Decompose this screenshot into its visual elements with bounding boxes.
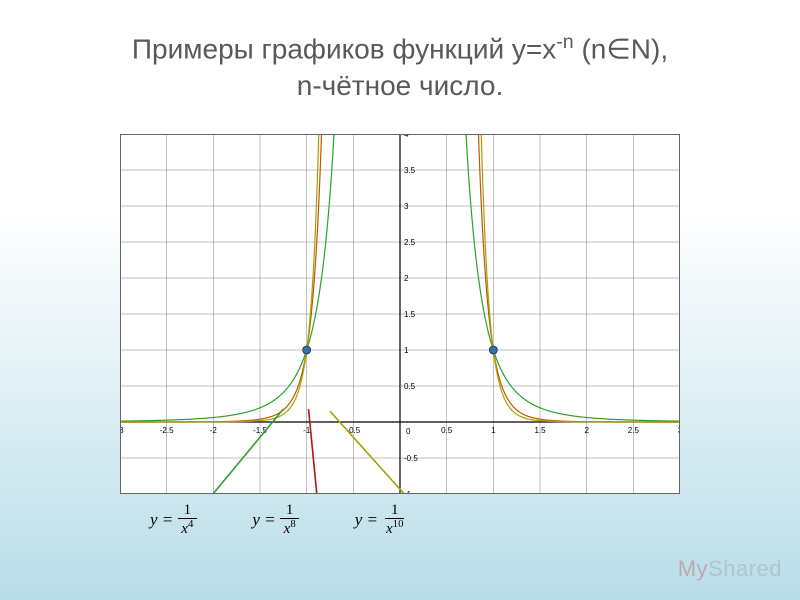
- title-line2: n-чётное число.: [60, 68, 740, 104]
- svg-text:-0.5: -0.5: [404, 454, 418, 463]
- formula-lhs: y =: [150, 510, 173, 530]
- fraction: 1 x8: [280, 503, 300, 539]
- fraction: 1 x4: [177, 503, 197, 539]
- title-line1-suffix: (n∈N),: [574, 33, 668, 64]
- watermark-left: My: [678, 556, 708, 581]
- svg-text:2.5: 2.5: [628, 426, 640, 435]
- title-line1-prefix: Примеры графиков функций y=x: [132, 33, 556, 64]
- svg-text:2.5: 2.5: [404, 238, 416, 247]
- title-sup: -n: [556, 31, 573, 53]
- svg-text:2: 2: [584, 426, 589, 435]
- formula-3: y = 1 x10: [355, 503, 408, 539]
- svg-text:1: 1: [404, 346, 409, 355]
- svg-text:3.5: 3.5: [404, 166, 416, 175]
- svg-text:1.5: 1.5: [534, 426, 546, 435]
- fraction-den: x4: [177, 519, 197, 538]
- slide-title: Примеры графиков функций y=x-n (n∈N), n-…: [0, 0, 800, 124]
- svg-text:1.5: 1.5: [404, 310, 416, 319]
- svg-text:2: 2: [404, 274, 409, 283]
- fraction-den: x8: [280, 519, 300, 538]
- svg-text:3: 3: [404, 202, 409, 211]
- watermark: MyShared: [678, 556, 782, 582]
- formula-2: y = 1 x8: [252, 503, 299, 539]
- watermark-right: Shared: [708, 556, 782, 581]
- fraction-num: 1: [280, 503, 300, 520]
- formula-1: y = 1 x4: [150, 503, 197, 539]
- fraction-num: 1: [385, 503, 405, 520]
- fraction-den: x10: [382, 519, 407, 538]
- fraction: 1 x10: [382, 503, 407, 539]
- svg-text:-2.5: -2.5: [160, 426, 174, 435]
- svg-text:1: 1: [491, 426, 496, 435]
- svg-text:-2: -2: [210, 426, 218, 435]
- svg-text:-0.5: -0.5: [346, 426, 360, 435]
- formula-lhs: y =: [355, 510, 378, 530]
- svg-text:0.5: 0.5: [441, 426, 453, 435]
- formula-row: y = 1 x4 y = 1 x8 y = 1 x10: [150, 503, 407, 539]
- chart-container: -3-2.5-2-1.5-1-0.500.511.522.53-1-0.50.5…: [120, 134, 680, 494]
- svg-text:0.5: 0.5: [404, 382, 416, 391]
- function-chart: -3-2.5-2-1.5-1-0.500.511.522.53-1-0.50.5…: [120, 134, 680, 494]
- formula-lhs: y =: [252, 510, 275, 530]
- svg-text:0: 0: [406, 427, 411, 436]
- fraction-num: 1: [178, 503, 198, 520]
